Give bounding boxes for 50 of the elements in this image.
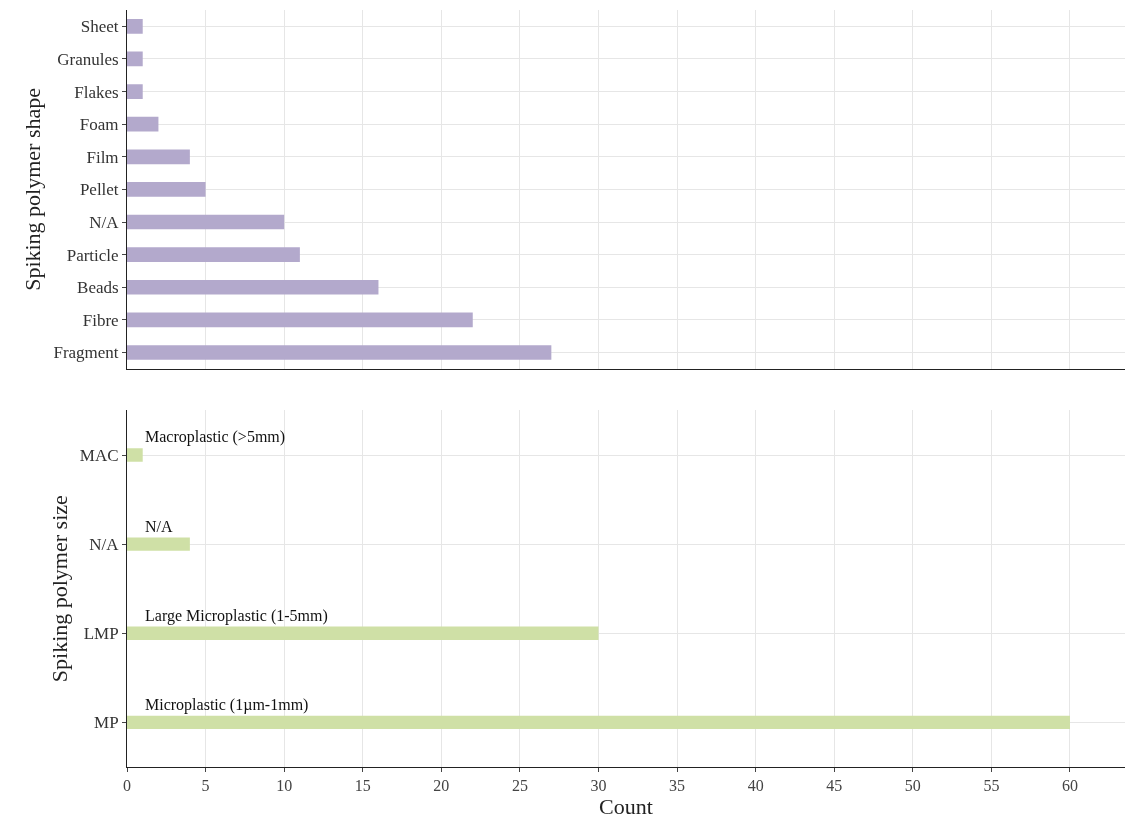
- annotation: Large Microplastic (1-5mm): [145, 607, 328, 625]
- bar: [127, 84, 143, 99]
- y-tick-label: Foam: [79, 115, 119, 135]
- bar: [127, 182, 206, 197]
- bar: [127, 51, 143, 67]
- x-tick-label: 25: [511, 777, 528, 795]
- y-tick-label: Particle: [66, 245, 119, 265]
- y-tick-label: Granules: [57, 49, 119, 69]
- x-tick-label: 60: [1061, 777, 1078, 795]
- y-tick-label: Fibre: [82, 310, 119, 330]
- x-tick-label: 10: [276, 777, 293, 795]
- y-tick-label: LMP: [83, 624, 119, 644]
- x-tick-label: 35: [669, 777, 686, 795]
- bar: [127, 18, 143, 34]
- x-tick-label: 0: [123, 777, 131, 795]
- x-tick-label: 30: [590, 777, 607, 795]
- x-tick-label: 40: [747, 777, 764, 795]
- bar: [127, 626, 599, 640]
- y-tick-label: MP: [94, 713, 119, 733]
- x-tick-label: 20: [433, 777, 450, 795]
- y-tick-label: MAC: [79, 445, 119, 465]
- bar: [127, 116, 159, 132]
- bar: [127, 247, 300, 262]
- bar: [127, 715, 1070, 730]
- y-tick-label: Pellet: [79, 180, 119, 200]
- y-tick-label: Flakes: [74, 82, 119, 102]
- y-tick-label: Beads: [77, 278, 119, 298]
- y-tick-label: Film: [86, 147, 119, 167]
- x-tick-label: 55: [983, 777, 1000, 795]
- bar: [127, 279, 379, 295]
- x-tick-label: 45: [826, 777, 843, 795]
- annotation: Macroplastic (>5mm): [145, 428, 286, 446]
- y-axis-title: Spiking polymer size: [46, 495, 72, 683]
- x-tick-label: 15: [354, 777, 371, 795]
- bar: [127, 345, 552, 360]
- bar: [127, 312, 473, 328]
- x-tick-label: 50: [904, 777, 921, 795]
- bar: [127, 214, 285, 230]
- bar: [127, 448, 143, 462]
- y-axis-title: Spiking polymer shape: [20, 87, 46, 291]
- annotation: N/A: [145, 518, 173, 535]
- annotation: Microplastic (1µm-1mm): [145, 696, 309, 714]
- y-tick-label: N/A: [89, 535, 120, 555]
- x-axis-title: Count: [599, 794, 653, 820]
- y-tick-label: Sheet: [80, 17, 119, 37]
- bar: [127, 537, 190, 551]
- bar: [127, 149, 190, 165]
- y-tick-label: Fragment: [53, 343, 119, 363]
- x-tick-label: 5: [201, 777, 210, 795]
- y-tick-label: N/A: [89, 212, 120, 232]
